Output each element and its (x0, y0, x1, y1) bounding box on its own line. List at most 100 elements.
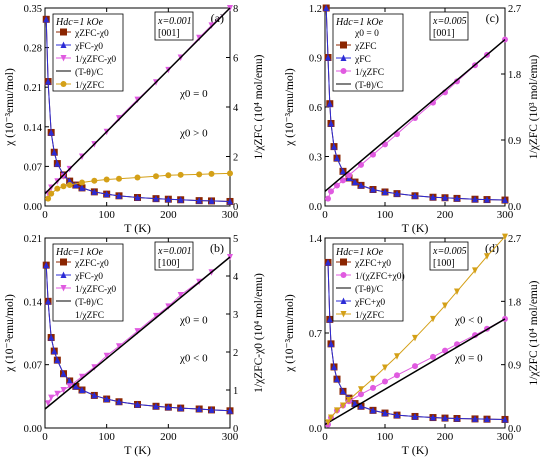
series-line (327, 236, 506, 423)
legend-entry: (T-θ)/C (355, 80, 383, 91)
data-point (325, 54, 331, 61)
legend-swatch-marker (60, 271, 67, 278)
data-point (91, 177, 98, 184)
fit-line (44, 256, 231, 410)
data-point (370, 406, 376, 414)
x-tick-label: 300 (497, 431, 514, 443)
legend-entry: χZFC-χ0 (74, 29, 109, 39)
info-box: x=0.005[001] (429, 11, 469, 41)
data-point (116, 175, 122, 182)
data-point (430, 193, 436, 201)
legend-border (332, 13, 404, 92)
y-left-tick-label: 0.00 (24, 202, 42, 213)
data-point (484, 196, 490, 203)
data-point (430, 353, 436, 360)
x-tick-label: 200 (437, 431, 454, 443)
panel-3: 0 100 200 300 0.00 0.07 0.14 0.21 0 1 2 3 4 5 T (K) χ (… (4, 234, 265, 457)
data-point (331, 143, 337, 150)
data-point (54, 356, 61, 364)
data-point (382, 188, 388, 195)
data-point (153, 173, 159, 180)
data-point (227, 407, 233, 414)
y-right-tick-label: 3 (233, 310, 238, 321)
data-point (442, 347, 448, 354)
y-right-tick-label: 0 (233, 202, 238, 213)
info-box: x=0.001[100] (154, 241, 194, 271)
y-right-tick-label: 5 (233, 234, 238, 245)
x-tick-label: 200 (437, 209, 454, 221)
data-point (134, 174, 141, 181)
panel-label: (d) (485, 241, 499, 255)
data-point (331, 363, 337, 370)
data-point (334, 154, 340, 162)
data-point (358, 181, 364, 189)
data-point (325, 258, 331, 266)
data-point (382, 364, 388, 371)
data-point (340, 167, 346, 175)
y-left-tick-label: 0.14 (24, 123, 43, 134)
data-point (370, 384, 376, 391)
series-1/χZFC-χ0 (45, 254, 233, 407)
y-left-tick-label: 0.21 (24, 83, 42, 94)
data-point (103, 352, 110, 360)
data-point (116, 398, 122, 405)
data-point (370, 186, 376, 193)
data-point (134, 194, 141, 201)
data-point (196, 197, 203, 204)
y-right-tick-label: 1 (233, 386, 238, 397)
data-point (79, 179, 85, 186)
data-point (60, 183, 67, 190)
legend-entry: 1/χZFC (355, 68, 384, 78)
data-point (134, 400, 141, 408)
y-left-tick-label: 0.35 (24, 4, 42, 15)
fit-line (324, 38, 506, 192)
data-point (382, 409, 388, 417)
data-point (326, 315, 333, 323)
x-tick-label: 200 (160, 431, 177, 443)
data-point (66, 383, 73, 390)
legend-swatch-marker (340, 297, 347, 304)
legend-swatch-marker (340, 258, 347, 266)
data-point (48, 128, 55, 136)
y-left-tick-label: 0.07 (24, 162, 42, 173)
series-(T-θ)/C (44, 7, 231, 195)
legend-swatch-marker (60, 81, 67, 87)
y-left-tick-label: 0.0 (309, 202, 322, 213)
legend-entry: 1/χZFC-χ0 (75, 55, 116, 65)
legend-swatch-marker (60, 28, 67, 36)
x-tick-label: 0 (42, 209, 48, 221)
y-left-axis-label: χ (10⁻³emu/mol) (4, 294, 16, 373)
data-point (79, 386, 85, 393)
legend-entry: χFC-χ0 (74, 42, 103, 52)
data-point (208, 170, 215, 177)
data-point (45, 297, 52, 305)
data-point (103, 176, 110, 183)
data-point (412, 363, 418, 370)
legend-swatch-marker (340, 54, 347, 61)
y-left-tick-label: 0.00 (24, 424, 42, 435)
data-point (72, 382, 79, 390)
annotation: χ0 < 0 (179, 353, 208, 365)
info-box-line: x=0.001 (157, 246, 192, 257)
series-line (325, 7, 506, 201)
annotation: χ0 = 0 (179, 88, 208, 100)
x-tick-label: 300 (222, 209, 239, 221)
x-tick-label: 0 (42, 431, 48, 443)
data-point (370, 375, 376, 383)
data-point (334, 182, 340, 189)
data-point (412, 412, 418, 420)
series-(T-θ)/C (324, 318, 506, 426)
y-left-tick-label: 0.3 (309, 153, 322, 164)
legend-border (52, 13, 124, 92)
legend-entry: (T-θ)/C (355, 284, 383, 295)
legend-entry: (T-θ)/C (75, 297, 103, 308)
y-right-tick-label: 2 (233, 348, 238, 359)
x-tick-label: 100 (98, 431, 115, 443)
data-point (103, 190, 110, 198)
data-point (472, 415, 478, 422)
x-tick-label: 100 (377, 431, 394, 443)
data-point (328, 120, 334, 127)
